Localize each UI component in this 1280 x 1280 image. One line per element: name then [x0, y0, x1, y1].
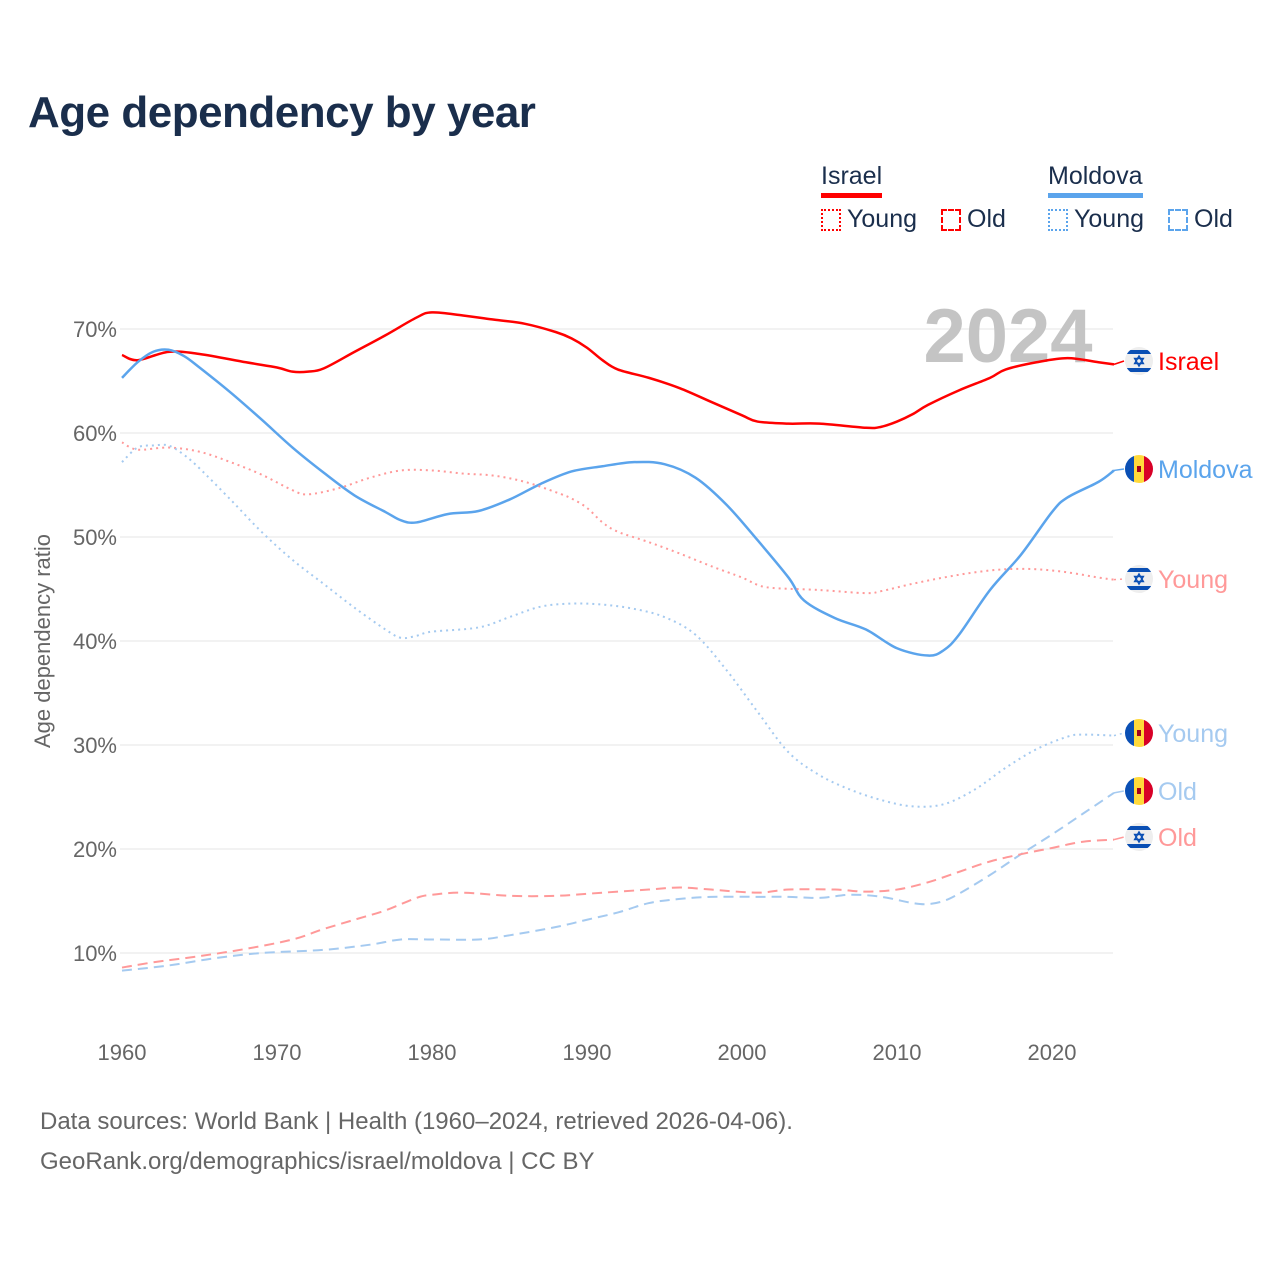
label-connector — [1113, 578, 1125, 581]
legend-moldova-header[interactable]: Moldova — [1048, 162, 1143, 198]
label-connector — [1113, 468, 1125, 472]
y-tick-label: 20% — [73, 837, 117, 862]
end-label: Old — [1158, 778, 1197, 806]
israel-flag-icon — [1125, 823, 1153, 851]
x-tick-label: 1990 — [563, 1040, 612, 1065]
footer-sources: Data sources: World Bank | Health (1960–… — [40, 1108, 793, 1135]
label-connector — [1113, 790, 1125, 794]
series-line-moldova-young[interactable] — [121, 443, 1115, 808]
y-tick-label: 60% — [73, 421, 117, 446]
legend-israel-old[interactable]: Old — [941, 205, 1006, 234]
legend-label: Old — [1194, 205, 1233, 233]
series-line-israel-old[interactable] — [121, 838, 1115, 969]
legend-label: Young — [847, 205, 917, 233]
label-connector — [1113, 836, 1125, 841]
series-line-israel[interactable] — [121, 311, 1115, 430]
dashed-swatch-icon — [1168, 208, 1188, 231]
israel-flag-icon — [1125, 565, 1153, 593]
legend-israel-header[interactable]: Israel — [821, 162, 883, 198]
x-tick-label: 2020 — [1028, 1040, 1077, 1065]
dashed-swatch-icon — [941, 208, 961, 231]
legend-moldova-old[interactable]: Old — [1168, 205, 1233, 234]
dotted-swatch-icon — [1048, 208, 1068, 231]
legend-israel-young[interactable]: Young — [821, 205, 917, 234]
moldova-flag-icon — [1125, 719, 1153, 747]
legend-label: Young — [1074, 205, 1144, 233]
end-label: Young — [1158, 720, 1228, 748]
x-tick-label: 2010 — [873, 1040, 922, 1065]
year-watermark: 2024 — [923, 294, 1092, 379]
y-tick-label: 50% — [73, 525, 117, 550]
end-label: Old — [1158, 824, 1197, 852]
series-line-israel-young[interactable] — [121, 441, 1115, 595]
israel-flag-icon — [1125, 347, 1153, 375]
y-tick-label: 10% — [73, 941, 117, 966]
series-line-moldova-old[interactable] — [121, 792, 1115, 972]
label-connector — [1113, 732, 1125, 737]
legend-label: Old — [967, 205, 1006, 233]
legend-moldova-young[interactable]: Young — [1048, 205, 1144, 234]
legend: Israel Young Old Moldova Young Old — [0, 0, 1280, 260]
end-label: Israel — [1158, 348, 1219, 376]
end-label: Young — [1158, 566, 1228, 594]
x-tick-label: 2000 — [718, 1040, 767, 1065]
x-tick-label: 1960 — [98, 1040, 147, 1065]
footer-attribution[interactable]: GeoRank.org/demographics/israel/moldova … — [40, 1148, 595, 1175]
y-tick-label: 70% — [73, 317, 117, 342]
end-label: Moldova — [1158, 456, 1253, 484]
page-title: Age dependency by year — [28, 88, 536, 137]
moldova-flag-icon — [1125, 455, 1153, 483]
dotted-swatch-icon — [821, 208, 841, 231]
moldova-flag-icon — [1125, 777, 1153, 805]
x-tick-label: 1970 — [253, 1040, 302, 1065]
y-tick-label: 40% — [73, 629, 117, 654]
x-tick-label: 1980 — [408, 1040, 457, 1065]
y-tick-label: 30% — [73, 733, 117, 758]
series-line-moldova[interactable] — [121, 348, 1115, 657]
label-connector — [1113, 360, 1125, 366]
y-axis-label: Age dependency ratio — [30, 534, 55, 748]
